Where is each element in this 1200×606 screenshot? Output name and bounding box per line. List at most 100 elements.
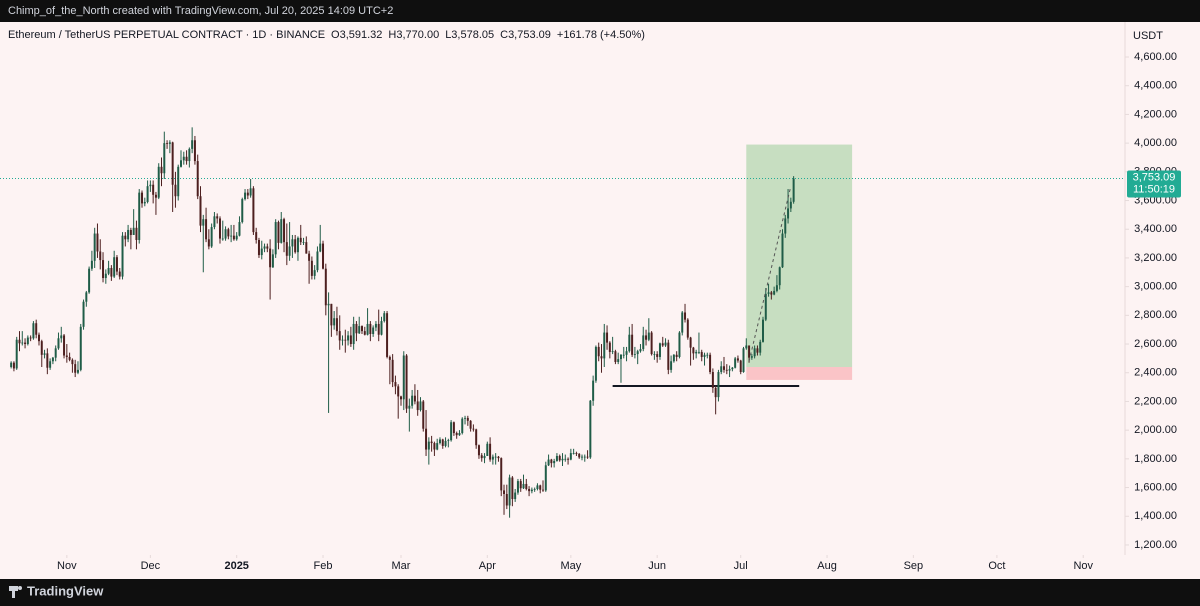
candle-body (606, 332, 609, 343)
candle-body (347, 335, 350, 341)
candle-body (110, 267, 113, 277)
candle-body (296, 237, 299, 253)
candle-body (672, 354, 675, 362)
candle-body (37, 334, 40, 342)
candle-body (352, 323, 355, 345)
x-tick-label: May (560, 560, 581, 572)
candle-body (408, 405, 411, 409)
candle-body (675, 354, 678, 357)
candle-body (324, 268, 327, 306)
candle-body (232, 235, 235, 240)
y-tick-label: 1,800.00 (1134, 453, 1177, 465)
candle-body (196, 161, 199, 197)
candle-body (597, 346, 600, 357)
candle-body (274, 222, 277, 255)
candle-body (322, 243, 325, 269)
candle-body (745, 345, 748, 349)
candle-body (750, 356, 753, 358)
x-tick-label: Dec (141, 560, 161, 572)
candle-body (759, 341, 762, 353)
candle-body (458, 433, 461, 436)
candle-body (575, 453, 578, 454)
candle-body (18, 339, 21, 344)
candle-body (625, 351, 628, 355)
candle-body (614, 351, 617, 362)
candle-body (684, 312, 687, 320)
candle-body (647, 332, 650, 340)
y-tick-label: 4,000.00 (1134, 137, 1177, 149)
candle-body (500, 458, 503, 491)
candle-body (572, 453, 575, 454)
candle-body (202, 219, 205, 226)
candle-body (358, 326, 361, 334)
candle-body (706, 354, 709, 356)
candle-body (124, 235, 127, 240)
candle-body (29, 337, 32, 339)
candle-body (422, 401, 425, 429)
candle-body (132, 227, 135, 235)
x-tick-label: Feb (314, 560, 333, 572)
candle-body (697, 351, 700, 353)
candle-body (561, 458, 564, 461)
candle-body (775, 285, 778, 291)
candle-body (49, 361, 52, 368)
candle-body (639, 349, 642, 352)
candle-body (767, 292, 770, 294)
x-tick-label: Nov (57, 560, 77, 572)
candle-body (104, 273, 107, 279)
candle-body (491, 456, 494, 460)
candle-body (525, 483, 528, 489)
candle-body (391, 359, 394, 383)
candle-body (65, 355, 68, 357)
candle-body (494, 456, 497, 458)
candle-body (71, 359, 74, 365)
y-tick-label: 1,200.00 (1134, 539, 1177, 551)
candle-body (430, 441, 433, 444)
y-tick-label: 2,400.00 (1134, 367, 1177, 379)
footer: TradingView (27, 583, 104, 598)
candle-body (475, 429, 478, 446)
x-tick-label: Sep (904, 560, 924, 572)
candle-body (516, 481, 519, 493)
candle-body (257, 239, 260, 256)
header: Chimp_of_the_North created with TradingV… (8, 5, 393, 17)
y-tick-label: 3,400.00 (1134, 223, 1177, 235)
candle-body (102, 260, 105, 279)
candle-body (464, 417, 467, 419)
candle-body (781, 233, 784, 268)
candle-body (522, 483, 525, 489)
candle-body (419, 401, 422, 411)
candle-body (310, 260, 313, 276)
candle-body (539, 485, 542, 490)
candle-body (427, 441, 430, 450)
candle-body (308, 253, 311, 261)
candle-body (341, 339, 344, 341)
candle-body (633, 354, 636, 355)
candle-body (316, 251, 319, 271)
candle-body (578, 453, 581, 458)
candle-body (280, 219, 283, 243)
candle-body (93, 233, 96, 261)
candle-body (450, 422, 453, 441)
candle-body (455, 433, 458, 436)
candle-body (168, 142, 171, 144)
candle-body (461, 418, 464, 434)
candle-body (544, 465, 547, 491)
candle-body (756, 348, 759, 353)
candle-body (51, 357, 54, 362)
candle-body (21, 342, 24, 344)
candle-body (335, 318, 338, 332)
candle-body (188, 148, 191, 162)
candle-body (536, 485, 539, 489)
candle-body (115, 257, 118, 272)
candle-body (141, 192, 144, 204)
candle-body (32, 323, 35, 339)
candle-body (547, 459, 550, 466)
candle-body (555, 455, 558, 462)
y-tick-label: 1,400.00 (1134, 510, 1177, 522)
candle-body (57, 338, 60, 349)
candle-body (511, 477, 514, 500)
candle-body (313, 270, 316, 276)
candle-body (399, 396, 402, 400)
candle-body (734, 358, 737, 368)
